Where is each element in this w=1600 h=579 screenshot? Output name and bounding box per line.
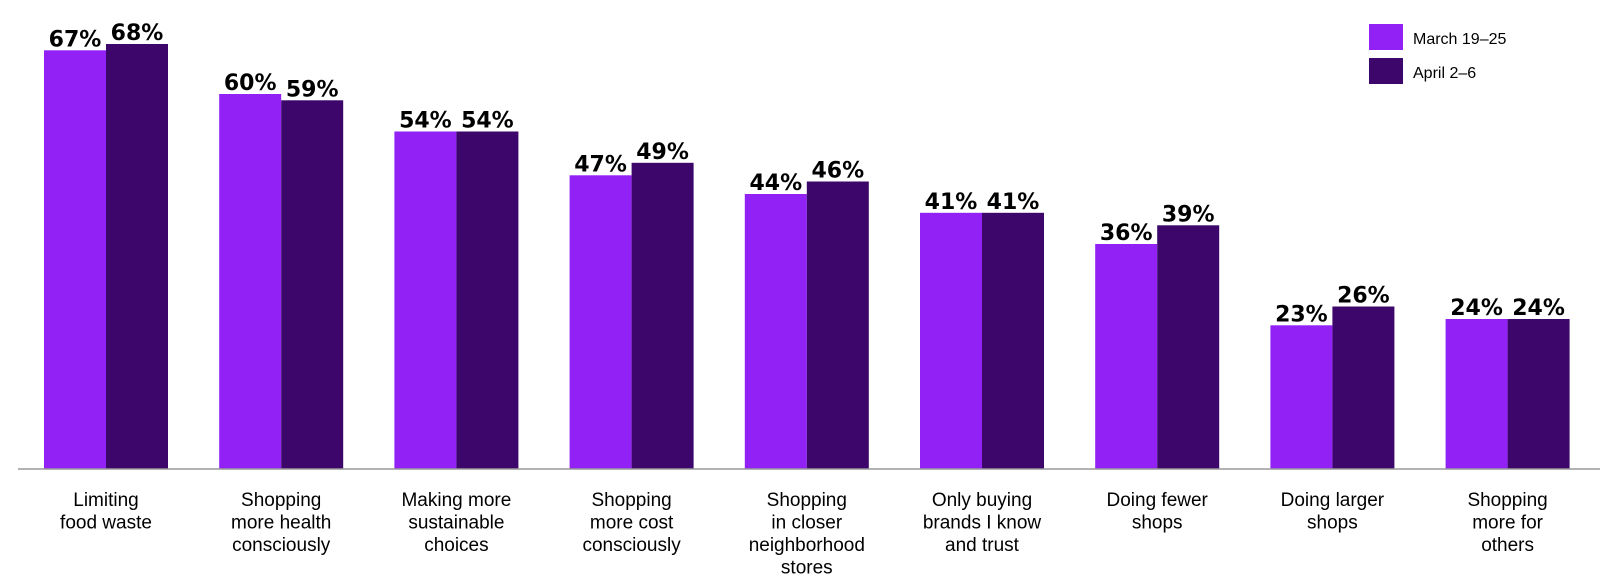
value-label-april-7: 26% xyxy=(1337,284,1390,309)
bar-april-0 xyxy=(106,44,168,469)
bar-march-3 xyxy=(569,175,632,470)
value-label-march-8: 24% xyxy=(1450,296,1503,321)
value-label-march-5: 41% xyxy=(925,190,978,215)
value-label-april-8: 24% xyxy=(1512,296,1565,321)
category-label-line: Shopping xyxy=(767,490,847,511)
value-label-april-5: 41% xyxy=(987,190,1040,215)
value-labels-layer: 67% 68% 60% 59% 54% 54% 47% 49% 44% 46% 41% 41% 36% 3… xyxy=(49,21,1565,327)
value-label-april-4: 46% xyxy=(811,159,864,184)
category-label-4: Shopping in closer neighborhood stores xyxy=(749,490,865,579)
category-label-5: Only buying brands I know and trust xyxy=(923,490,1042,556)
bar-march-7 xyxy=(1270,325,1333,470)
value-label-april-0: 68% xyxy=(111,21,164,46)
value-label-march-2: 54% xyxy=(399,109,452,134)
bar-april-8 xyxy=(1507,319,1570,469)
category-label-line: Shopping xyxy=(1467,490,1547,511)
category-label-line: more health xyxy=(231,513,331,534)
bar-april-5 xyxy=(982,212,1044,470)
bar-march-2 xyxy=(394,131,457,469)
bar-april-4 xyxy=(806,181,869,469)
category-label-line: neighborhood xyxy=(749,535,865,556)
value-label-march-6: 36% xyxy=(1100,221,1153,246)
category-label-line: Shopping xyxy=(241,490,321,511)
category-label-line: more for xyxy=(1472,513,1543,534)
legend-swatch-march xyxy=(1369,24,1403,50)
value-label-march-7: 23% xyxy=(1275,302,1328,327)
value-label-march-3: 47% xyxy=(574,152,627,177)
value-label-april-3: 49% xyxy=(636,140,689,165)
category-label-line: Doing fewer xyxy=(1107,490,1209,511)
value-label-april-2: 54% xyxy=(461,109,514,134)
category-label-line: choices xyxy=(424,535,488,556)
category-label-line: Doing larger xyxy=(1281,490,1385,511)
bar-april-6 xyxy=(1157,225,1220,470)
category-label-line: in closer xyxy=(771,513,842,534)
category-label-line: consciously xyxy=(232,535,331,556)
category-label-6: Doing fewer shops xyxy=(1107,490,1209,534)
bar-march-5 xyxy=(920,212,982,470)
bar-april-1 xyxy=(281,100,344,470)
category-label-3: Shopping more cost consciously xyxy=(582,490,681,556)
category-label-line: stores xyxy=(781,558,833,579)
legend: March 19–25 April 2–6 xyxy=(1369,24,1506,84)
category-label-line: Making more xyxy=(401,490,511,511)
category-label-1: Shopping more health consciously xyxy=(231,490,331,556)
legend-swatch-april xyxy=(1369,58,1403,84)
legend-label-march: March 19–25 xyxy=(1413,31,1506,48)
bar-march-4 xyxy=(744,194,807,469)
category-label-line: consciously xyxy=(582,535,681,556)
category-label-line: shops xyxy=(1132,513,1183,534)
value-label-march-0: 67% xyxy=(49,27,102,52)
bar-march-8 xyxy=(1445,319,1508,469)
bar-april-7 xyxy=(1332,306,1395,469)
category-label-line: brands I know xyxy=(923,513,1042,534)
category-label-line: others xyxy=(1481,535,1534,556)
category-label-line: Limiting xyxy=(73,490,138,511)
bar-march-6 xyxy=(1095,244,1158,469)
bar-april-2 xyxy=(456,131,519,469)
category-label-line: Only buying xyxy=(932,490,1032,511)
category-label-7: Doing larger shops xyxy=(1281,490,1385,534)
category-label-2: Making more sustainable choices xyxy=(401,490,511,556)
category-label-0: Limiting food waste xyxy=(60,490,152,534)
category-label-line: food waste xyxy=(60,513,152,534)
bar-april-3 xyxy=(631,162,694,470)
bar-march-1 xyxy=(219,94,282,469)
category-label-line: and trust xyxy=(945,535,1020,556)
value-label-march-4: 44% xyxy=(749,171,802,196)
category-label-line: Shopping xyxy=(591,490,671,511)
bars-layer xyxy=(44,44,1570,470)
category-label-line: sustainable xyxy=(408,513,504,534)
legend-label-april: April 2–6 xyxy=(1413,65,1476,82)
value-label-april-1: 59% xyxy=(286,77,339,102)
category-label-line: more cost xyxy=(590,513,674,534)
value-label-march-1: 60% xyxy=(224,71,277,96)
bar-march-0 xyxy=(44,50,106,470)
value-label-april-6: 39% xyxy=(1162,202,1215,227)
category-label-line: shops xyxy=(1307,513,1358,534)
category-label-8: Shopping more for others xyxy=(1467,490,1547,556)
